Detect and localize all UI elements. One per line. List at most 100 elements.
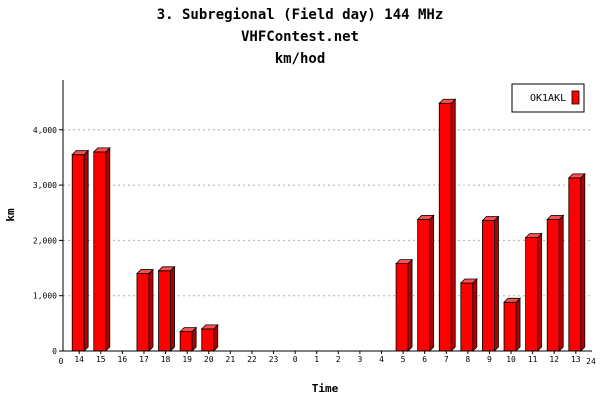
x-tick-label-end: 24 [586,357,596,366]
x-tick-label: 16 [118,355,128,364]
bar-side [148,268,154,352]
bar-front [158,270,171,352]
bar-front [71,154,85,352]
chart-title: 3. Subregional (Field day) 144 MHz [157,7,444,23]
y-tick-label: 1,000 [33,292,57,301]
x-tick-label: 0 [293,355,298,364]
x-tick-label: 5 [401,355,406,364]
bar [71,149,90,352]
bar-top [136,269,154,274]
y-tick-labels: 0 1,000 2,000 3,000 4,000 [33,126,57,356]
x-tick-label: 14 [74,355,84,364]
bar [546,214,565,352]
y-tick-label: 0 [52,347,57,356]
legend: OK1AKL [511,83,585,113]
x-tick-label: 1 [314,355,319,364]
bar-side [537,232,543,352]
bar-front [417,218,431,352]
x-tick-label: 11 [528,355,538,364]
bar-front [201,328,215,352]
bar [157,265,176,352]
bar-side [83,149,89,352]
bar-front [179,331,193,352]
bar-front [93,151,107,352]
bar-top [438,98,457,104]
bar [179,326,198,352]
x-axis-label: Time [312,382,339,395]
x-tick-label-start: 0 [59,357,64,366]
bar-front [395,263,409,352]
bar-side [429,214,435,352]
bar-front [525,237,539,352]
x-tick-label: 15 [96,355,106,364]
x-tick-label: 7 [444,355,449,364]
bar-side [407,258,413,352]
x-tick-label: 20 [204,355,214,364]
y-tick-label: 2,000 [33,236,57,245]
x-tick-label: 22 [247,355,257,364]
y-axis-label: km [4,208,17,222]
bar [524,232,543,352]
bar-side [580,172,586,352]
x-tick-label: 19 [182,355,192,364]
bar-top [395,259,414,265]
y-tick-label: 4,000 [33,126,57,135]
x-tick-label: 10 [506,355,516,364]
legend-swatch [571,90,580,105]
gridlines [63,129,592,297]
x-tick-label: 3 [357,355,362,364]
y-tick-label: 3,000 [33,181,57,190]
bar-top [71,150,90,156]
bar [567,172,586,352]
axes [59,80,592,354]
bar-side [105,146,111,352]
bar [503,297,521,352]
bar-top [503,297,521,303]
bar-front [460,282,474,352]
bar [438,98,457,352]
x-tick-label: 18 [161,355,171,364]
bar-top [179,327,198,333]
x-tick-label: 13 [571,355,581,364]
bar-front [438,102,452,352]
bar-side [472,278,478,352]
x-tick-label: 12 [549,355,559,364]
bar [416,214,435,352]
x-tick-label: 9 [487,355,492,364]
x-tick-label: 21 [226,355,236,364]
bar-front [136,273,150,352]
bar [200,323,219,352]
x-tick-label: 2 [336,355,341,364]
bar-top [200,324,219,330]
x-tick-label: 4 [379,355,384,364]
bar-side [558,214,564,352]
bar-front [546,218,560,352]
bar-top [567,173,586,179]
bar [481,215,500,352]
bar-top [481,216,500,221]
chart-subtitle-units: km/hod [275,51,326,67]
bars [71,98,586,352]
bar-front [482,220,495,352]
x-tick-label: 17 [139,355,149,364]
bar-side [450,98,456,352]
legend-label: OK1AKL [530,93,566,104]
bar-top [157,266,176,272]
bar-top [416,214,435,220]
bar-top [92,147,111,153]
bar [136,268,154,352]
bar-top [524,233,543,239]
bar [459,278,478,352]
bar-top [459,278,478,284]
chart-subtitle: VHFContest.net [241,29,359,45]
bar-side [494,215,499,352]
bar-side [170,265,175,352]
x-tick-label: 8 [465,355,470,364]
bar [92,146,111,352]
bar-front [568,177,582,352]
x-tick-label: 6 [422,355,427,364]
bar [395,258,414,352]
bar-side [515,297,521,352]
